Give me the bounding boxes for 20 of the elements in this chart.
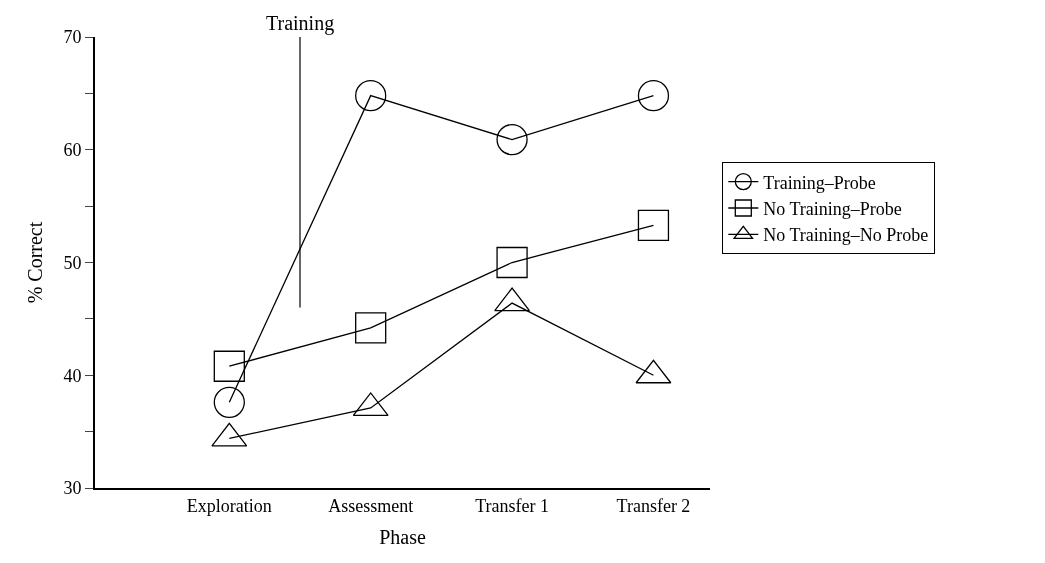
x-tick-label: Transfer 1 <box>475 495 549 516</box>
point <box>637 209 670 241</box>
point <box>496 246 528 279</box>
y-tick-label: 70 <box>63 27 82 48</box>
y-tick-label: 40 <box>63 365 82 386</box>
legend-label: No Training–No Probe <box>763 225 929 246</box>
x-tick-label: Exploration <box>186 495 272 516</box>
text: Training <box>266 12 335 35</box>
y-tick-label: 60 <box>63 140 82 161</box>
y-axis-title: % Correct <box>24 221 47 304</box>
x-tick-label: Assessment <box>328 495 414 516</box>
x-axis-title: Phase <box>379 525 426 548</box>
point <box>496 123 528 156</box>
point <box>637 79 670 112</box>
legend-label: Training–Probe <box>763 172 876 193</box>
y-tick-label: 30 <box>63 478 82 499</box>
y-tick-label: 50 <box>63 252 82 273</box>
legend-label: No Training–Probe <box>763 199 902 219</box>
point <box>355 79 387 112</box>
x-tick-label: Transfer 2 <box>616 495 691 516</box>
